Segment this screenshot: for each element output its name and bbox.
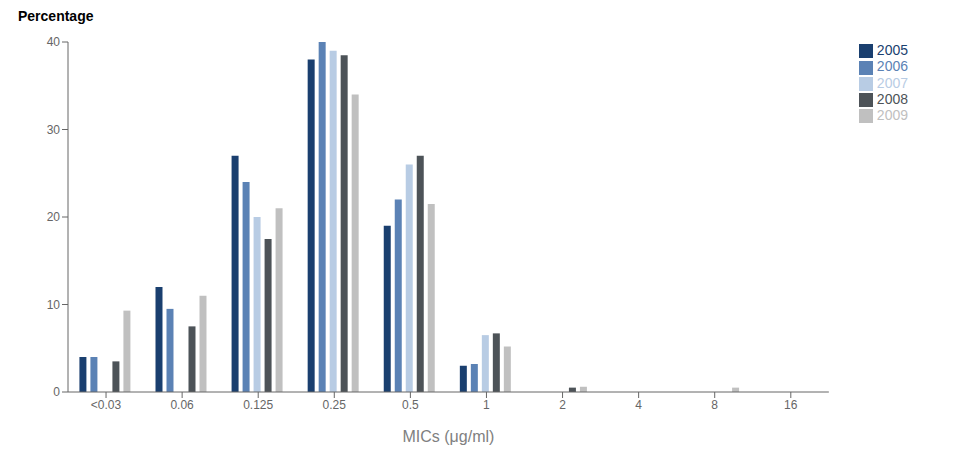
svg-text:20: 20 bbox=[47, 210, 61, 224]
svg-text:40: 40 bbox=[47, 35, 61, 49]
svg-text:2: 2 bbox=[559, 398, 566, 412]
html-text:Percentage: Percentage bbox=[18, 8, 94, 24]
svg-text:0.06: 0.06 bbox=[170, 398, 194, 412]
svg-text:0.5: 0.5 bbox=[402, 398, 419, 412]
html-text:2006: 2006 bbox=[876, 58, 908, 75]
svg-text:10: 10 bbox=[47, 298, 61, 312]
svg-text:0.25: 0.25 bbox=[323, 398, 347, 412]
svg-text:16: 16 bbox=[784, 398, 798, 412]
svg-text:8: 8 bbox=[711, 398, 718, 412]
svg-text:1: 1 bbox=[483, 398, 490, 412]
svg-text:30: 30 bbox=[47, 123, 61, 137]
svg-text:0.125: 0.125 bbox=[243, 398, 273, 412]
svg-text:<0.03: <0.03 bbox=[91, 398, 122, 412]
svg-text:0: 0 bbox=[53, 385, 60, 399]
html-text:2009: 2009 bbox=[876, 107, 908, 124]
svg-text:4: 4 bbox=[635, 398, 642, 412]
svg-text:MICs (μg/ml): MICs (μg/ml) bbox=[402, 428, 494, 445]
html-text:2007: 2007 bbox=[876, 74, 908, 91]
html-text:2008: 2008 bbox=[876, 90, 908, 107]
html-text:2005: 2005 bbox=[876, 42, 908, 58]
